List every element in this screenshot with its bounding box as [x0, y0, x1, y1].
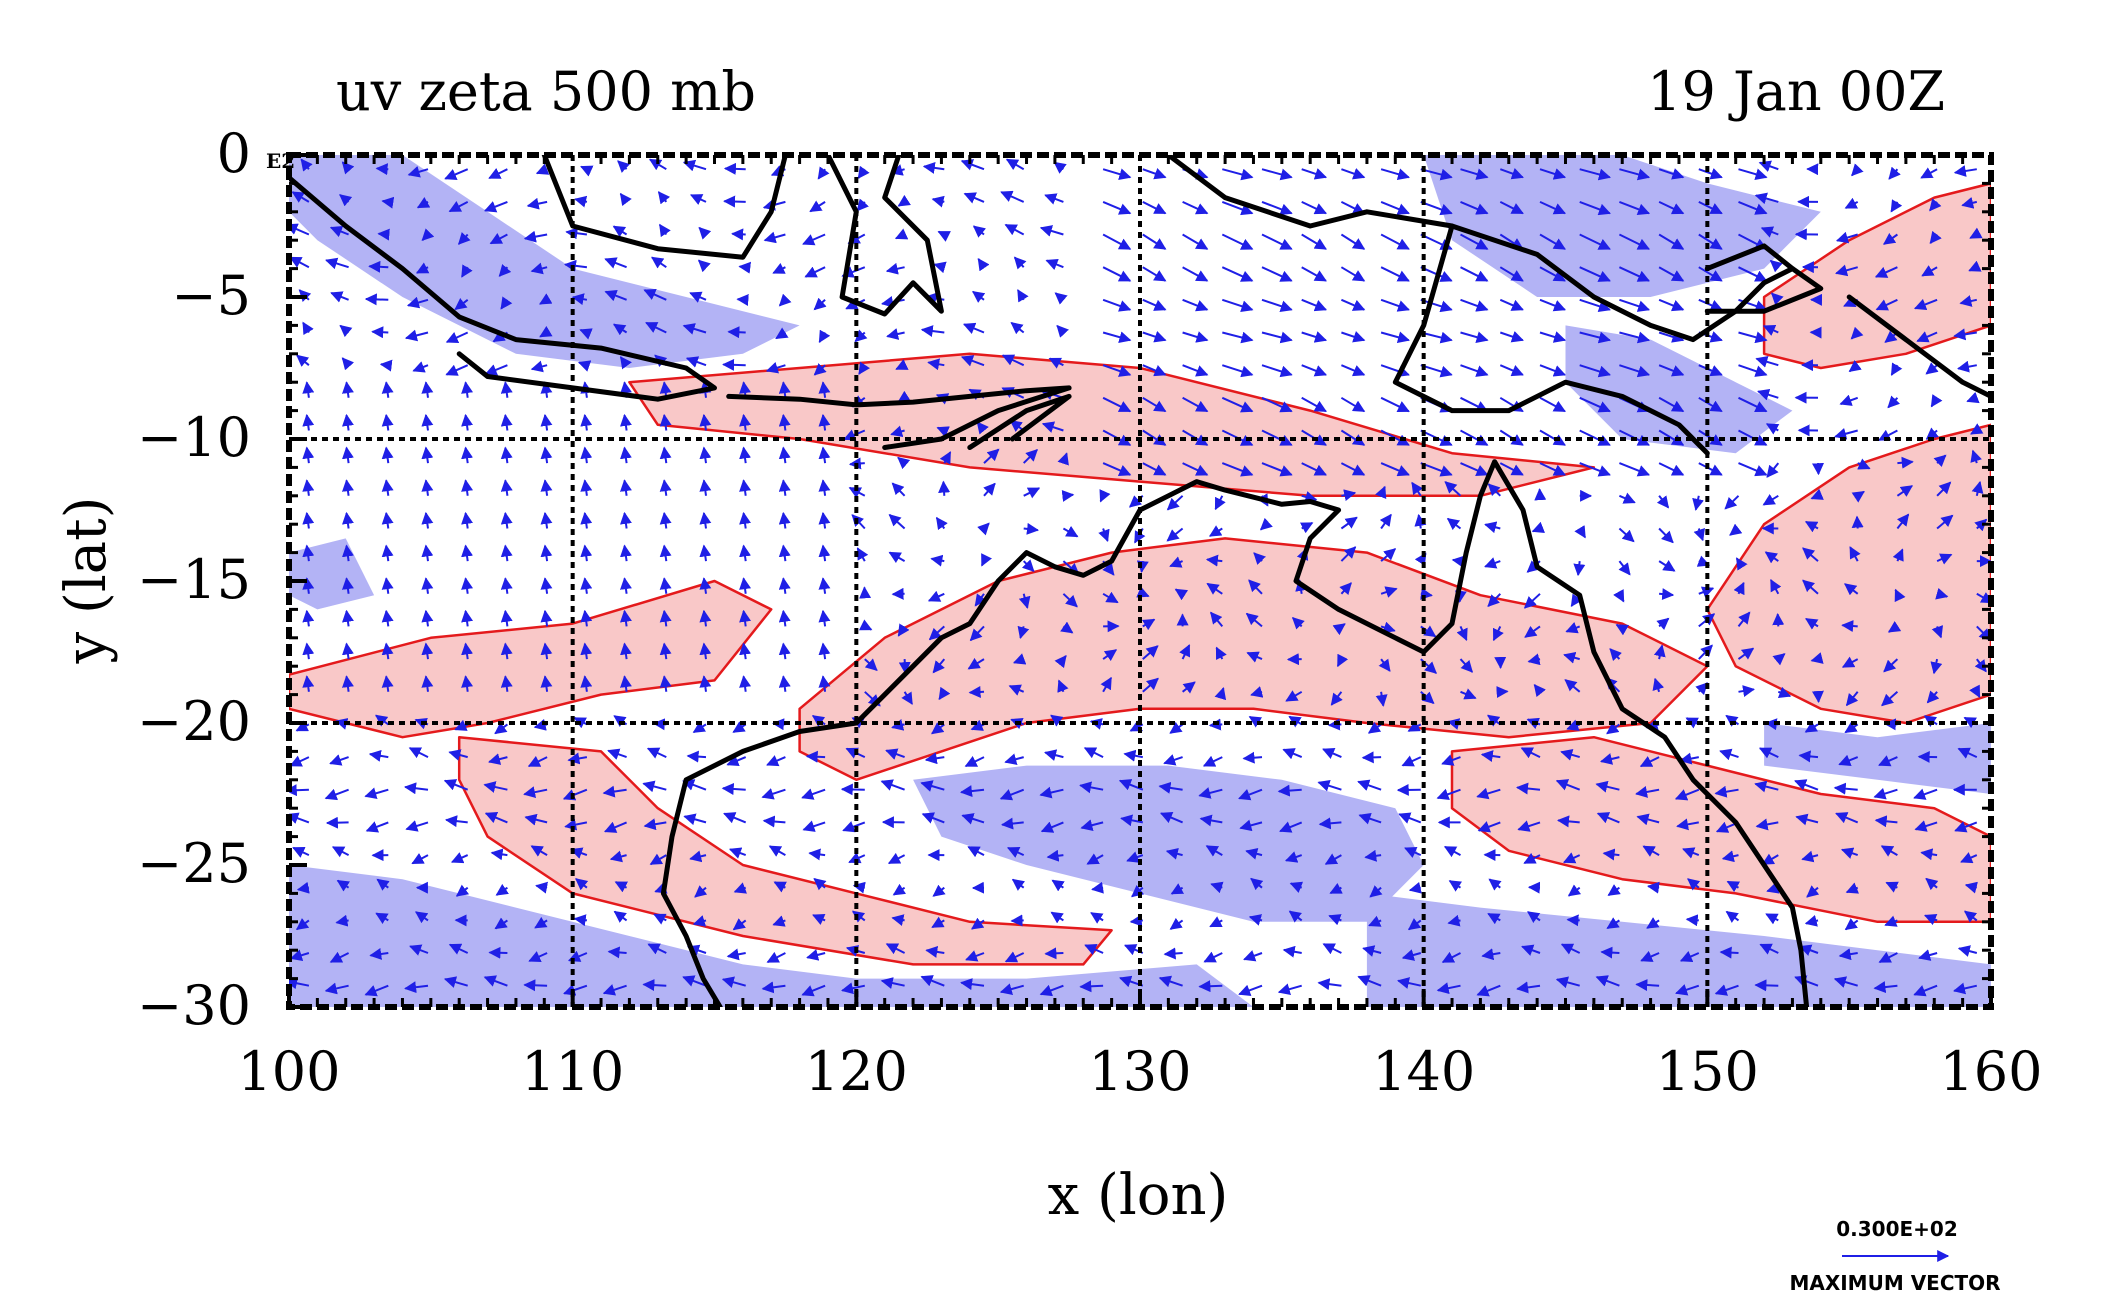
x-tick-label-160: 160	[1939, 1040, 2042, 1103]
wind-vector-291	[729, 332, 746, 333]
wind-vector-426	[943, 482, 944, 496]
x-tick-label-120: 120	[805, 1040, 908, 1103]
wind-vector-292	[723, 365, 745, 366]
wind-vector-181	[525, 985, 548, 986]
wind-vector-356	[807, 756, 825, 757]
y-tick-label-10: −10	[137, 406, 251, 469]
wind-vector-1049	[1897, 462, 1912, 463]
wind-vector-518	[1046, 953, 1064, 954]
wind-vector-1025	[1857, 517, 1858, 529]
wind-vector-54	[379, 234, 389, 235]
wind-vector-642	[1244, 757, 1262, 758]
wind-vector-960	[1721, 952, 1739, 953]
x-tick-label-130: 130	[1088, 1040, 1191, 1103]
wind-vector-52	[377, 168, 389, 169]
y-tick-label-0: 0	[217, 122, 251, 185]
y-tick-label-15: −15	[137, 548, 251, 611]
y-tick-label-20: −20	[137, 690, 251, 753]
wind-vector-259	[644, 985, 667, 986]
x-tick-label-100: 100	[237, 1040, 340, 1103]
wind-vector-882	[1602, 952, 1620, 953]
wind-vector-1004	[1818, 692, 1819, 702]
wind-vector-987	[1756, 985, 1779, 986]
wind-vector-491	[1012, 920, 1024, 921]
wind-vector-53	[383, 201, 389, 202]
wind-vector-287	[724, 201, 745, 202]
x-axis-label: x (lon)	[1048, 1163, 1229, 1228]
max-vector-key: 0.300E+02 MAXIMUM VECTOR	[1789, 1217, 2000, 1295]
wind-vector-154	[490, 953, 508, 954]
x-tick-label-140: 140	[1372, 1040, 1475, 1103]
wind-vector-909	[1637, 984, 1660, 985]
wind-vector-635	[1261, 529, 1262, 530]
wind-vector-46	[327, 822, 349, 823]
wind-vector-57	[372, 332, 388, 333]
title-left: uv zeta 500 mb	[336, 60, 756, 123]
wind-vector-623	[1200, 986, 1223, 987]
wind-vector-55	[369, 266, 388, 267]
wind-vector-828	[1529, 887, 1540, 888]
title-right: 19 Jan 00Z	[1647, 60, 1945, 123]
wind-vector-232	[609, 952, 627, 953]
wind-vector-1028	[1842, 625, 1857, 626]
y-tick-label-5: −5	[171, 264, 251, 327]
y-tick-label-25: −25	[137, 832, 251, 895]
wind-vector-766	[1453, 560, 1461, 561]
wind-vector-290	[738, 299, 746, 300]
wind-vector-289	[740, 267, 746, 268]
wind-vector-872	[1617, 625, 1620, 627]
wind-vector-58	[381, 364, 388, 365]
y-tick-label-30: −30	[137, 974, 251, 1037]
wind-vector-278	[688, 756, 706, 757]
max-vector-caption: MAXIMUM VECTOR	[1789, 1271, 2000, 1295]
wind-vector-933	[1687, 919, 1699, 920]
x-tick-label-150: 150	[1656, 1040, 1759, 1103]
wind-vector-504	[1063, 495, 1073, 496]
wind-vector-286	[725, 169, 746, 170]
wind-vector-305	[723, 788, 746, 789]
wind-vector-288	[732, 234, 745, 235]
y-axis-label: y (lat)	[54, 497, 119, 665]
wind-vector-458	[970, 692, 984, 693]
wind-vector-545	[1081, 986, 1104, 987]
wind-vector-596	[1165, 953, 1183, 954]
corner-label: E2	[266, 149, 295, 173]
wind-vector-383	[842, 789, 865, 790]
wind-vector-614	[1222, 688, 1223, 692]
wind-vector-720	[1363, 757, 1381, 758]
wind-vector-56	[366, 299, 388, 300]
wind-vector-855	[1568, 920, 1580, 921]
wind-vector-569	[1131, 920, 1143, 921]
x-tick-label-110: 110	[521, 1040, 624, 1103]
wind-vector-976	[1778, 614, 1779, 626]
wind-vector-897	[1659, 594, 1673, 595]
max-vector-value: 0.300E+02	[1836, 1217, 1958, 1241]
wind-vector-997	[1818, 463, 1819, 474]
